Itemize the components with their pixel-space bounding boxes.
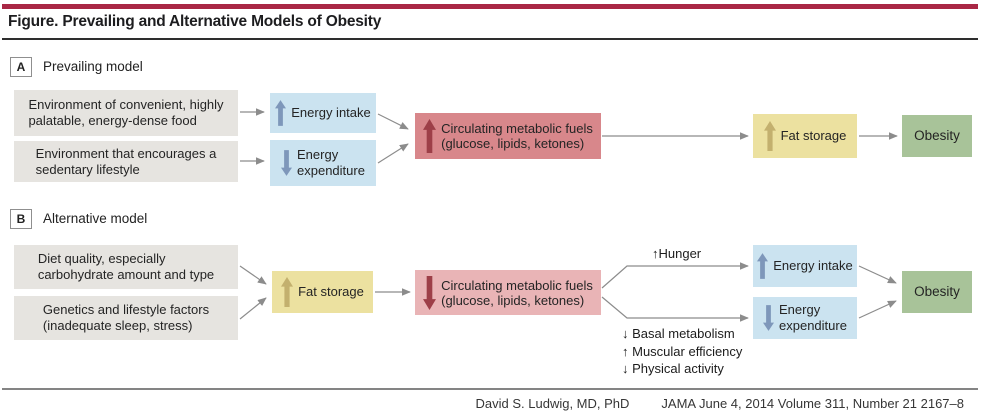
mediators-annotation: ↓ Basal metabolism ↑ Muscular efficiency… — [622, 325, 742, 378]
energy-intake-label: Energy intake — [773, 258, 853, 273]
energy-intake-box-b: Energy intake — [753, 245, 857, 287]
jama-accent-bar — [2, 4, 978, 9]
cause-text-line: sedentary lifestyle — [35, 161, 140, 177]
up-arrow-icon — [281, 277, 294, 307]
cause-box-genetics-lifestyle: Genetics and lifestyle factors (inadequa… — [14, 296, 238, 340]
down-arrow-icon — [423, 275, 437, 310]
figure-title: Figure. Prevailing and Alternative Model… — [8, 13, 382, 30]
connector-diet-to-fat-b — [239, 265, 267, 285]
cause-box-environment-food: Environment of convenient, highly palata… — [14, 90, 238, 136]
connector-genetics-to-fat-b — [239, 297, 267, 320]
title-divider — [2, 38, 978, 40]
connector-fuels-to-expenditure-b — [601, 296, 749, 322]
hunger-annotation: ↑Hunger — [652, 246, 702, 261]
fat-storage-label: Fat storage — [298, 284, 364, 299]
energy-expenditure-label-line: Energy — [297, 147, 339, 162]
energy-intake-label: Energy intake — [291, 105, 371, 120]
footer-author: David S. Ludwig, MD, PhD — [475, 396, 630, 411]
connector-fuels-to-intake-b — [601, 262, 749, 289]
fat-storage-label: Fat storage — [780, 128, 847, 143]
up-arrow-icon — [275, 100, 287, 126]
down-arrow-icon — [763, 305, 775, 331]
energy-expenditure-label-line: expenditure — [297, 163, 365, 178]
panel-b-heading: Alternative model — [43, 211, 148, 226]
panel-a-badge: A — [10, 57, 32, 77]
up-arrow-icon — [423, 119, 437, 153]
up-arrow-icon — [763, 121, 776, 151]
down-arrow-icon — [281, 150, 293, 176]
connector-expenditure-to-fuels-a — [377, 143, 409, 164]
panel-a-heading: Prevailing model — [43, 59, 143, 74]
mediator-item: ↓ Physical activity — [622, 361, 724, 376]
circulating-fuels-box-a: Circulating metabolic fuels (glucose, li… — [415, 113, 601, 159]
energy-expenditure-label-line: expenditure — [779, 318, 847, 333]
cause-text-line: Diet quality, especially — [37, 251, 166, 266]
footer-divider — [2, 388, 978, 390]
cause-text-line: Genetics and lifestyle factors — [42, 302, 210, 317]
cause-text-line: (inadequate sleep, stress) — [42, 318, 193, 333]
up-arrow-icon — [757, 253, 769, 279]
obesity-box-a: Obesity — [902, 115, 972, 157]
cause-text-line: Environment that encourages a — [35, 145, 217, 161]
energy-expenditure-label-line: Energy — [779, 302, 821, 317]
connector-intake-to-obesity-b — [858, 265, 897, 284]
mediator-item: ↑ Muscular efficiency — [622, 343, 743, 359]
fat-storage-box-b: Fat storage — [272, 271, 373, 313]
fuels-label-line: (glucose, lipids, ketones) — [441, 136, 585, 151]
mediator-item: ↓ Basal metabolism — [622, 326, 735, 341]
cause-text-line: carbohydrate amount and type — [37, 267, 215, 282]
obesity-label: Obesity — [914, 284, 960, 299]
cause-box-environment-sedentary: Environment that encourages a sedentary … — [14, 141, 238, 182]
energy-expenditure-box-a: Energy expenditure — [270, 140, 376, 186]
panel-b-badge: B — [10, 209, 32, 229]
cause-text-line: Environment of convenient, highly — [28, 97, 224, 112]
footer-citation: JAMA June 4, 2014 Volume 311, Number 21 … — [661, 396, 964, 411]
fuels-label-line: Circulating metabolic fuels — [441, 277, 593, 293]
circulating-fuels-box-b: Circulating metabolic fuels (glucose, li… — [415, 270, 601, 315]
obesity-box-b: Obesity — [902, 271, 972, 313]
footer: David S. Ludwig, MD, PhD JAMA June 4, 20… — [476, 396, 964, 411]
connector-intake-to-fuels-a — [377, 113, 409, 130]
cause-text-line: palatable, energy-dense food — [28, 113, 197, 128]
fat-storage-box-a: Fat storage — [753, 114, 857, 158]
obesity-label: Obesity — [914, 128, 960, 143]
energy-intake-box-a: Energy intake — [270, 93, 376, 133]
connector-expenditure-to-obesity-b — [858, 300, 897, 319]
fuels-label-line: Circulating metabolic fuels — [441, 121, 593, 136]
energy-expenditure-box-b: Energy expenditure — [753, 297, 857, 339]
cause-box-diet-quality: Diet quality, especially carbohydrate am… — [14, 245, 238, 289]
fuels-label-line: (glucose, lipids, ketones) — [441, 292, 585, 308]
